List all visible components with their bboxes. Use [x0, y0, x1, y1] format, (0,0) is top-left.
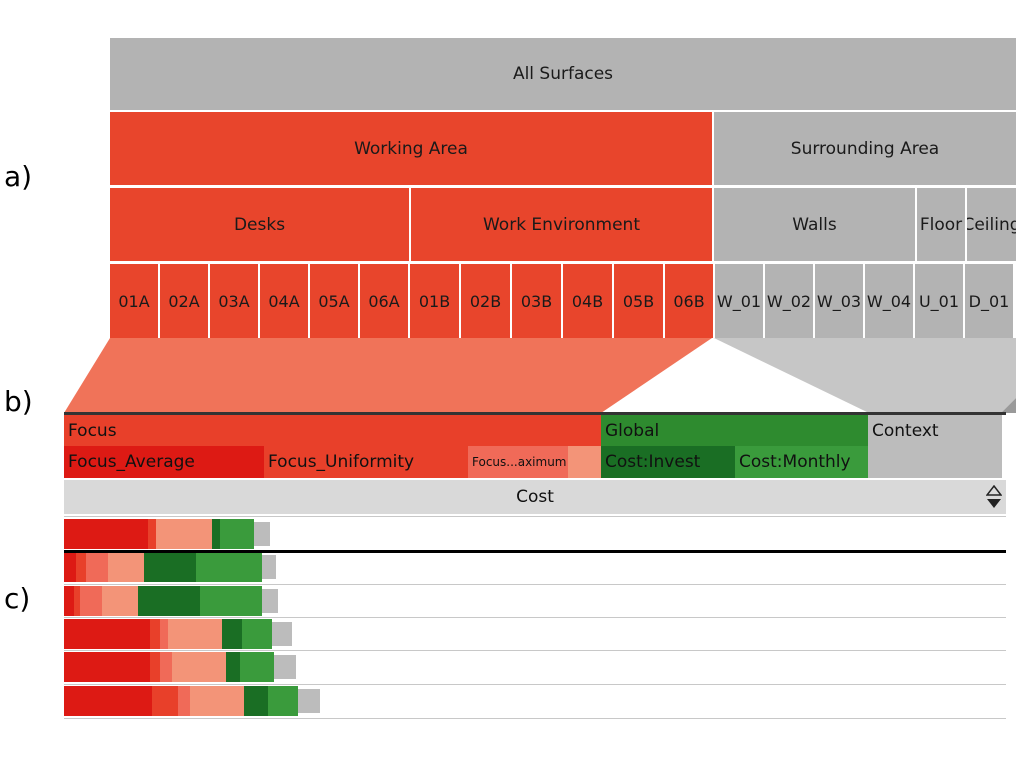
leaf-d-01[interactable]: D_01: [965, 264, 1013, 338]
column-focus-uniformity[interactable]: Focus_Uniformity: [264, 446, 468, 478]
column-cost-monthly[interactable]: Cost:Monthly: [735, 446, 868, 478]
row-divider: [64, 584, 1006, 585]
bar-segment[interactable]: [172, 652, 226, 682]
leaf-01a[interactable]: 01A: [110, 264, 158, 338]
bar-segment[interactable]: [168, 619, 222, 649]
bar-segment[interactable]: [298, 689, 320, 713]
node-walls[interactable]: Walls: [714, 188, 915, 261]
bar-segment[interactable]: [262, 555, 276, 579]
leaf-04b[interactable]: 04B: [563, 264, 612, 338]
row-divider: [64, 650, 1006, 651]
bar-segment[interactable]: [152, 686, 178, 716]
bar-segment[interactable]: [150, 652, 160, 682]
bar-segment[interactable]: [64, 619, 150, 649]
column-focus-average[interactable]: Focus_Average: [64, 446, 264, 478]
group-focus[interactable]: Focus: [64, 415, 601, 446]
leaf-u-01[interactable]: U_01: [915, 264, 963, 338]
column-context[interactable]: [868, 446, 1002, 478]
selected-row-divider: [64, 550, 1006, 553]
context-connector: [714, 338, 1016, 413]
leaf-03b[interactable]: 03B: [512, 264, 561, 338]
leaf-04a[interactable]: 04A: [260, 264, 308, 338]
bar-segment[interactable]: [64, 652, 150, 682]
bar-segment[interactable]: [240, 652, 274, 682]
bar-segment[interactable]: [274, 655, 296, 679]
sort-column-label: Cost: [516, 487, 554, 507]
bar-segment[interactable]: [76, 552, 86, 582]
node-ceiling[interactable]: Ceiling: [967, 188, 1016, 261]
column-cost-invest[interactable]: Cost:Invest: [601, 446, 735, 478]
node-desks[interactable]: Desks: [110, 188, 409, 261]
bar-segment[interactable]: [64, 519, 148, 549]
leaf-w-04[interactable]: W_04: [865, 264, 913, 338]
bar-segment[interactable]: [64, 586, 74, 616]
bar-segment[interactable]: [178, 686, 190, 716]
leaf-w-01[interactable]: W_01: [715, 264, 763, 338]
bar-segment[interactable]: [222, 619, 242, 649]
leaf-01b[interactable]: 01B: [410, 264, 459, 338]
bar-segment[interactable]: [254, 522, 270, 546]
bar-segment[interactable]: [80, 586, 102, 616]
sort-up-down-icon[interactable]: [986, 485, 1002, 509]
node-surrounding-area[interactable]: Surrounding Area: [714, 112, 1016, 185]
bar-segment[interactable]: [244, 686, 268, 716]
leaf-03a[interactable]: 03A: [210, 264, 258, 338]
leaf-02a[interactable]: 02A: [160, 264, 208, 338]
bar-segment[interactable]: [64, 686, 152, 716]
leaf-06a[interactable]: 06A: [360, 264, 408, 338]
group-context[interactable]: Context: [868, 415, 1002, 446]
panel-label-c: c): [4, 582, 31, 615]
bar-segment[interactable]: [108, 552, 144, 582]
bar-segment[interactable]: [212, 519, 220, 549]
bar-segment[interactable]: [242, 619, 272, 649]
leaf-w-03[interactable]: W_03: [815, 264, 863, 338]
bar-segment[interactable]: [226, 652, 240, 682]
row-divider: [64, 684, 1006, 685]
column-focus-other[interactable]: [568, 446, 601, 478]
node-all-surfaces[interactable]: All Surfaces: [110, 38, 1016, 110]
bar-segment[interactable]: [138, 586, 200, 616]
bar-segment[interactable]: [196, 552, 262, 582]
bar-segment[interactable]: [272, 622, 292, 646]
row-divider: [64, 718, 1006, 719]
bar-segment[interactable]: [190, 686, 244, 716]
panel-label-b: b): [4, 385, 33, 418]
leaf-05b[interactable]: 05B: [614, 264, 663, 338]
leaf-06b[interactable]: 06B: [665, 264, 713, 338]
node-working-area[interactable]: Working Area: [110, 112, 712, 185]
panel-label-a: a): [4, 160, 33, 193]
group-global[interactable]: Global: [601, 415, 868, 446]
leaf-02b[interactable]: 02B: [461, 264, 510, 338]
leaf-w-02[interactable]: W_02: [765, 264, 813, 338]
bar-segment[interactable]: [148, 519, 156, 549]
bar-segment[interactable]: [160, 652, 172, 682]
bar-segment[interactable]: [160, 619, 168, 649]
leaf-05a[interactable]: 05A: [310, 264, 358, 338]
bar-segment[interactable]: [144, 552, 196, 582]
bar-segment[interactable]: [74, 586, 80, 616]
node-work-environment[interactable]: Work Environment: [411, 188, 712, 261]
context-connector-shade: [1001, 398, 1016, 413]
bar-segment[interactable]: [268, 686, 298, 716]
row-divider: [64, 516, 1006, 517]
row-divider: [64, 617, 1006, 618]
bar-segment[interactable]: [64, 552, 76, 582]
column-focus-maximum[interactable]: Focus...aximum: [468, 446, 568, 478]
bar-segment[interactable]: [220, 519, 254, 549]
sort-bar[interactable]: Cost: [64, 480, 1006, 514]
bar-segment[interactable]: [200, 586, 262, 616]
bar-segment[interactable]: [150, 619, 160, 649]
bar-segment[interactable]: [262, 589, 278, 613]
focus-connector: [64, 338, 712, 413]
header-top-rule: [64, 412, 1006, 415]
bar-segment[interactable]: [102, 586, 138, 616]
node-floor[interactable]: Floor: [917, 188, 965, 261]
bar-segment[interactable]: [86, 552, 108, 582]
bar-segment[interactable]: [156, 519, 212, 549]
